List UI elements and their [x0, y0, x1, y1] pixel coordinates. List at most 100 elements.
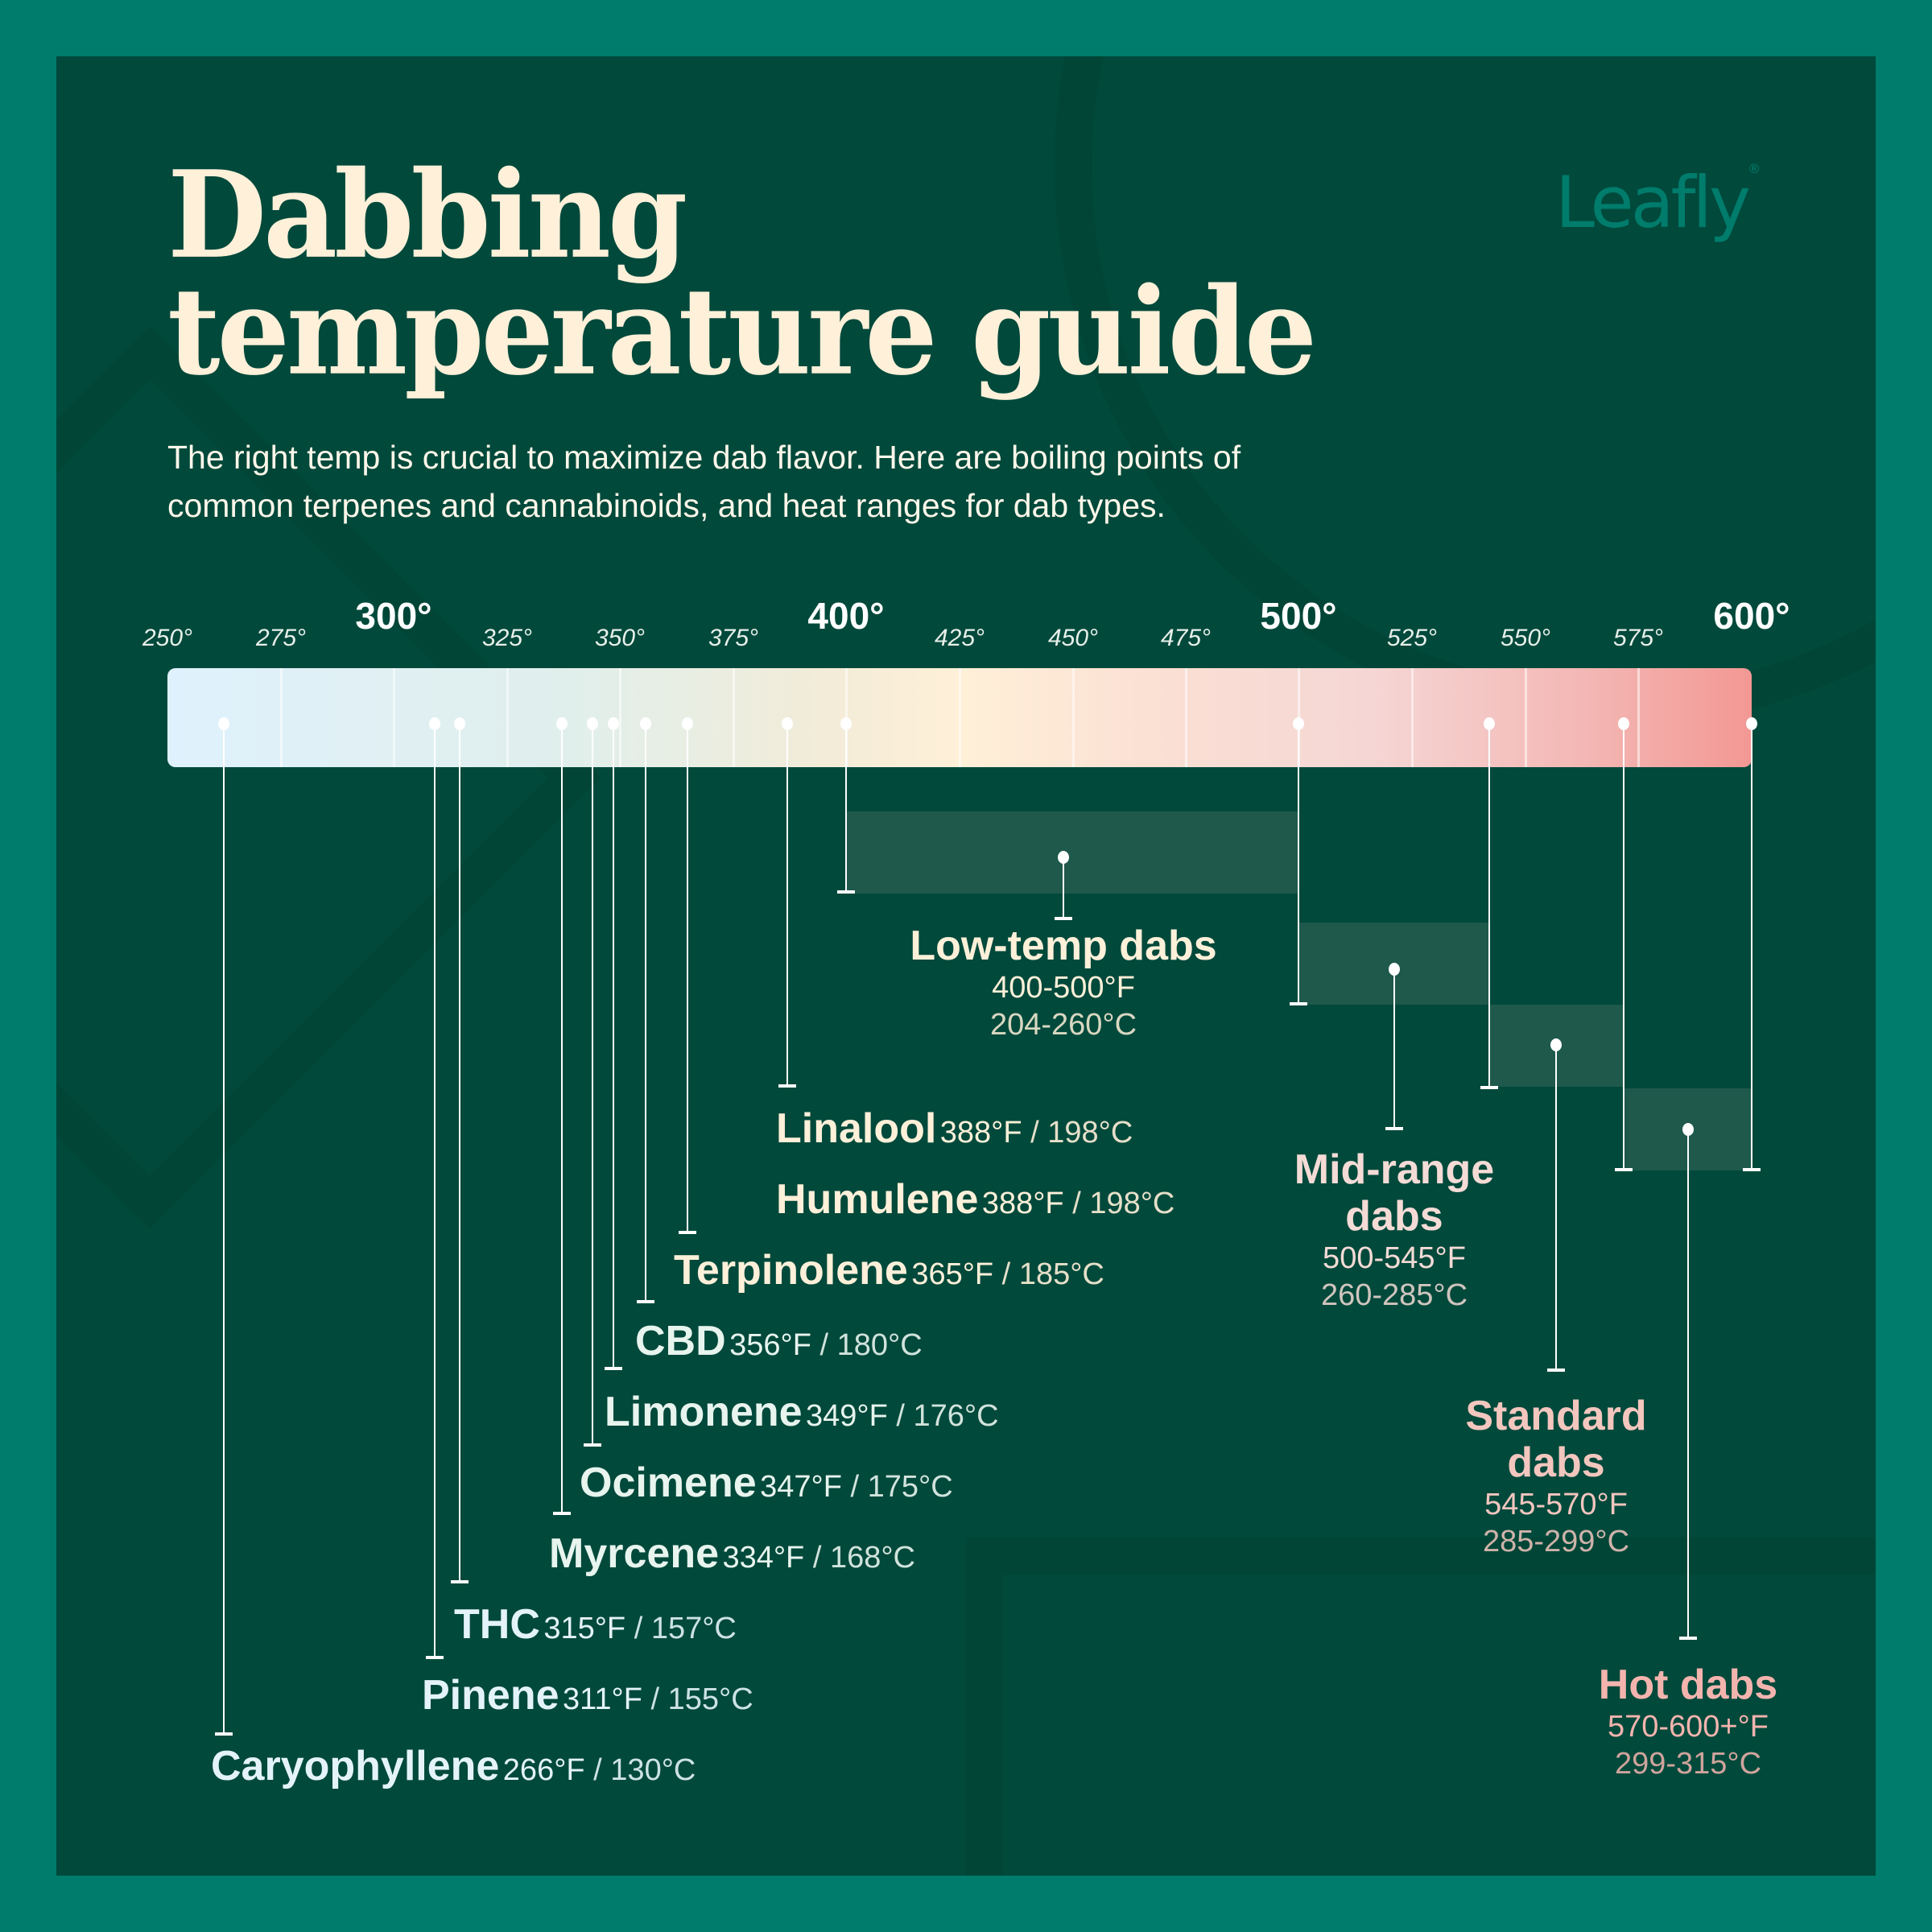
title-line-1: Dabbing: [167, 145, 687, 286]
compound-name: Myrcene: [549, 1530, 719, 1577]
dab-range-c: 204-260°C: [989, 1008, 1137, 1042]
tick-250: 250°: [142, 625, 193, 651]
tick-500: 500°: [1260, 595, 1337, 637]
label-limonene: Limonene 349°F / 176°C: [605, 1388, 999, 1436]
tick-325: 325°: [481, 625, 533, 651]
tick-450: 450°: [1047, 625, 1099, 651]
compound-name: Humulene: [776, 1176, 979, 1223]
leader-line-myrcene: [561, 724, 563, 1513]
compound-name: Limonene: [605, 1389, 803, 1435]
gridline: [733, 668, 735, 767]
logo-text: Leafly: [1555, 161, 1751, 244]
compound-name: Terpinolene: [674, 1247, 908, 1294]
dab-name-line-1: Mid-range: [1294, 1146, 1495, 1193]
page-title: Dabbing temperature guide: [167, 145, 1317, 402]
compound-name: Linalool: [776, 1105, 937, 1152]
range-center-line-standard: [1555, 1045, 1557, 1370]
gridline: [619, 668, 621, 767]
range-box-low-temp: [846, 811, 1298, 894]
label-myrcene: Myrcene 334°F / 168°C: [549, 1530, 915, 1578]
compound-name: CBD: [635, 1318, 726, 1364]
tick-575: 575°: [1612, 625, 1664, 651]
temp-c: 198°C: [1089, 1187, 1175, 1220]
temp-c: 175°C: [867, 1470, 953, 1504]
temp-c: 185°C: [1018, 1257, 1104, 1291]
temp-f: 388°F: [939, 1116, 1022, 1150]
range-cap-570: [1615, 1168, 1633, 1171]
leader-line-limonene: [613, 724, 614, 1368]
compound-name: Caryophyllene: [211, 1743, 500, 1790]
temp-f: 311°F: [562, 1682, 642, 1716]
dab-range-f: 500-545°F: [1323, 1241, 1466, 1275]
range-center-cap-low: [1055, 917, 1072, 920]
range-line-400: [845, 724, 847, 891]
gridline: [1525, 668, 1527, 767]
separator: /: [841, 1470, 868, 1504]
range-center-line-low: [1063, 857, 1064, 919]
leader-cap-myrcene: [553, 1512, 571, 1515]
separator: /: [625, 1612, 651, 1645]
leader-line-terpinolene: [687, 724, 688, 1232]
separator: /: [642, 1682, 668, 1716]
dab-range-f: 545-570°F: [1484, 1488, 1628, 1521]
gridline: [280, 668, 283, 767]
range-cap-600: [1743, 1168, 1761, 1171]
temp-f: 349°F: [806, 1399, 888, 1433]
separator: /: [584, 1753, 611, 1787]
label-ocimene: Ocimene 347°F / 175°C: [580, 1459, 953, 1507]
gridline: [1411, 668, 1414, 767]
title-line-2: temperature guide: [167, 262, 1317, 402]
range-center-line-mid: [1393, 969, 1395, 1129]
temp-f: 365°F: [911, 1257, 994, 1291]
temp-c: 155°C: [667, 1682, 753, 1716]
temp-f: 356°F: [729, 1328, 811, 1362]
separator: /: [1022, 1116, 1048, 1150]
dab-label-mid-range: Mid-range dabs 500-545°F 260-285°C: [1294, 1146, 1494, 1314]
tick-400: 400°: [807, 595, 885, 637]
gridline: [1072, 668, 1075, 767]
tick-525: 525°: [1386, 625, 1438, 651]
range-line-570: [1623, 724, 1624, 1170]
leader-cap-linalool-humulene: [778, 1084, 796, 1088]
leader-line-caryophyllene: [223, 724, 225, 1734]
label-caryophyllene: Caryophyllene 266°F / 130°C: [211, 1742, 696, 1790]
leader-line-cbd: [645, 724, 646, 1302]
label-linalool: Linalool 388°F / 198°C: [776, 1104, 1133, 1153]
range-line-545: [1488, 724, 1490, 1088]
temp-c: 198°C: [1047, 1116, 1133, 1150]
temp-f: 347°F: [760, 1470, 842, 1504]
tick-350: 350°: [594, 625, 646, 651]
gridline: [393, 668, 395, 767]
dab-range-c: 285-299°C: [1482, 1525, 1630, 1558]
label-pinene: Pinene 311°F / 155°C: [422, 1671, 753, 1719]
label-thc: THC 315°F / 157°C: [454, 1600, 737, 1649]
range-line-600: [1751, 724, 1752, 1170]
tick-550: 550°: [1500, 625, 1551, 651]
temp-c: 130°C: [610, 1753, 696, 1787]
compound-name: THC: [454, 1601, 540, 1648]
range-cap-400: [837, 890, 855, 894]
separator: /: [993, 1257, 1019, 1291]
temp-f: 315°F: [543, 1612, 626, 1645]
dab-label-standard: Standard dabs 545-570°F 285-299°C: [1465, 1393, 1646, 1560]
tick-475: 475°: [1160, 625, 1212, 651]
tick-425: 425°: [934, 625, 985, 651]
tick-300: 300°: [355, 595, 432, 637]
temp-f: 266°F: [502, 1753, 585, 1787]
compound-name: Pinene: [422, 1672, 559, 1719]
leader-cap-ocimene: [584, 1443, 601, 1447]
leader-line-linalool-humulene: [786, 724, 788, 1086]
registered-mark: ®: [1748, 161, 1761, 176]
separator: /: [811, 1328, 837, 1362]
tick-600: 600°: [1713, 595, 1790, 637]
leader-line-pinene: [434, 724, 436, 1657]
range-center-line-hot: [1687, 1129, 1689, 1638]
dab-name-line-2: dabs: [1507, 1439, 1605, 1486]
leader-cap-limonene: [605, 1367, 622, 1370]
leafly-logo: Leafly®: [1555, 161, 1761, 244]
label-cbd: CBD 356°F / 180°C: [635, 1317, 923, 1365]
temp-f: 334°F: [722, 1541, 805, 1575]
dab-name: Hot dabs: [1598, 1662, 1778, 1708]
dab-range-c: 299-315°C: [1614, 1747, 1762, 1781]
separator: /: [804, 1541, 830, 1575]
